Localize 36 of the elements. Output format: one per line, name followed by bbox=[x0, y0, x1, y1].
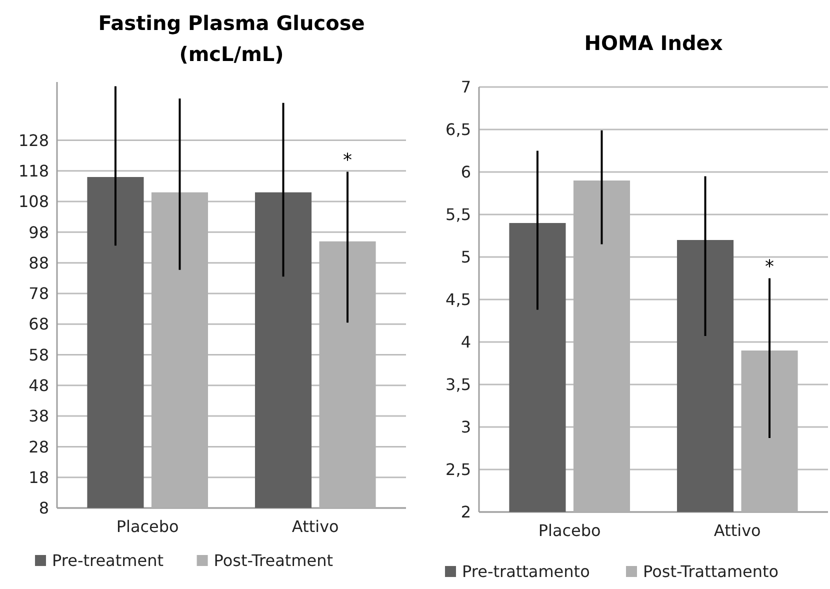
chart-title: Fasting Plasma Glucose (mcL/mL) bbox=[98, 11, 365, 66]
legend-label: Post-Treatment bbox=[214, 551, 334, 570]
x-tick-label: Attivo bbox=[292, 517, 339, 536]
y-tick-label: 3 bbox=[460, 418, 471, 437]
y-tick-label: 128 bbox=[18, 130, 49, 150]
y-tick-label: 2 bbox=[460, 502, 471, 522]
legend-label: Post-Trattamento bbox=[643, 562, 779, 581]
y-tick-label: 98 bbox=[28, 222, 49, 242]
y-tick-label: 48 bbox=[28, 376, 49, 396]
y-tick-label: 88 bbox=[28, 253, 49, 272]
y-tick-label: 4 bbox=[460, 332, 471, 352]
y-tick-label: 28 bbox=[28, 437, 49, 456]
y-tick-label: 108 bbox=[18, 192, 49, 212]
y-tick-label: 58 bbox=[28, 345, 49, 364]
legend-label: Pre-trattamento bbox=[462, 562, 590, 581]
y-tick-label: 4,5 bbox=[446, 290, 471, 310]
x-tick-label: Placebo bbox=[116, 517, 179, 536]
y-tick-label: 2,5 bbox=[446, 460, 471, 480]
y-tick-label: 68 bbox=[28, 314, 49, 334]
y-tick-label: 78 bbox=[28, 284, 49, 304]
y-tick-label: 5,5 bbox=[446, 205, 471, 224]
y-tick-label: 5 bbox=[460, 248, 471, 267]
x-tick-label: Attivo bbox=[714, 521, 761, 540]
y-tick-label: 8 bbox=[38, 498, 49, 518]
y-tick-label: 3,5 bbox=[446, 375, 471, 394]
chart-title: HOMA Index bbox=[584, 31, 723, 55]
y-tick-label: 6 bbox=[460, 162, 471, 182]
y-tick-label: 6,5 bbox=[446, 120, 471, 140]
legend-label: Pre-treatment bbox=[52, 551, 164, 570]
annotation: * bbox=[343, 150, 352, 171]
y-tick-label: 18 bbox=[28, 468, 49, 487]
y-tick-label: 38 bbox=[28, 406, 49, 426]
y-tick-label: 118 bbox=[18, 161, 49, 180]
annotation: * bbox=[765, 256, 774, 278]
y-tick-label: 7 bbox=[460, 78, 471, 97]
x-tick-label: Placebo bbox=[538, 521, 601, 540]
